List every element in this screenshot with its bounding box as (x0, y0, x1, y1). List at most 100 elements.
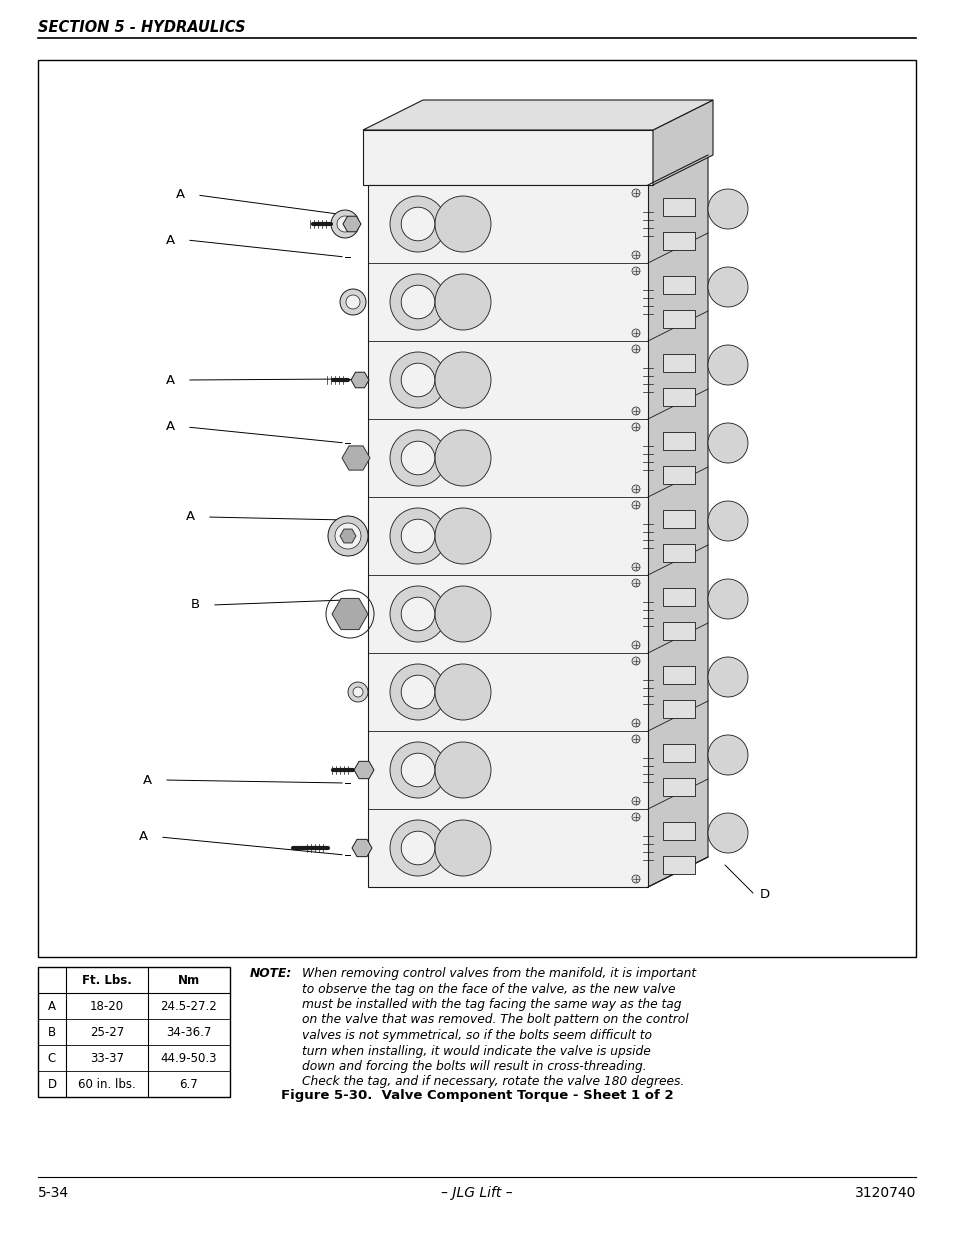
Bar (662, 743, 695, 762)
Text: A: A (139, 830, 148, 844)
Text: 33-37: 33-37 (90, 1051, 124, 1065)
Text: B: B (191, 599, 200, 611)
Bar (662, 666, 695, 684)
Circle shape (631, 641, 639, 650)
Text: 18-20: 18-20 (90, 999, 124, 1013)
Circle shape (335, 522, 360, 550)
Bar (662, 588, 695, 606)
Circle shape (707, 267, 747, 308)
Bar (662, 354, 695, 372)
Circle shape (390, 742, 446, 798)
Circle shape (401, 285, 435, 319)
Text: Figure 5-30.  Valve Component Torque - Sheet 1 of 2: Figure 5-30. Valve Component Torque - Sh… (280, 1088, 673, 1102)
Circle shape (390, 820, 446, 876)
Circle shape (631, 579, 639, 587)
Circle shape (401, 598, 435, 631)
Text: on the valve that was removed. The bolt pattern on the control: on the valve that was removed. The bolt … (302, 1014, 688, 1026)
Circle shape (631, 267, 639, 275)
Text: 44.9-50.3: 44.9-50.3 (161, 1051, 217, 1065)
Circle shape (631, 189, 639, 198)
Bar (662, 856, 695, 874)
Text: C: C (48, 1051, 56, 1065)
Circle shape (631, 735, 639, 743)
Circle shape (435, 508, 491, 564)
Bar (662, 778, 695, 797)
Polygon shape (363, 100, 712, 130)
Circle shape (707, 657, 747, 697)
Text: Check the tag, and if necessary, rotate the valve 180 degrees.: Check the tag, and if necessary, rotate … (302, 1076, 683, 1088)
Circle shape (631, 345, 639, 353)
Circle shape (631, 657, 639, 664)
Text: A: A (166, 373, 174, 387)
Circle shape (707, 345, 747, 385)
Circle shape (336, 216, 353, 232)
Polygon shape (368, 156, 707, 185)
Circle shape (631, 813, 639, 821)
Text: B: B (48, 1025, 56, 1039)
Bar (38, 967, 230, 1097)
Circle shape (390, 585, 446, 642)
Circle shape (346, 295, 359, 309)
Bar (662, 232, 695, 249)
Circle shape (401, 207, 435, 241)
Circle shape (390, 508, 446, 564)
Text: down and forcing the bolts will result in cross-threading.: down and forcing the bolts will result i… (302, 1060, 646, 1073)
Bar (363, 130, 652, 185)
Circle shape (390, 274, 446, 330)
Text: must be installed with the tag facing the same way as the tag: must be installed with the tag facing th… (302, 998, 680, 1011)
Circle shape (435, 742, 491, 798)
Text: 25-27: 25-27 (90, 1025, 124, 1039)
Circle shape (631, 797, 639, 805)
Text: A: A (143, 773, 152, 787)
Bar (662, 466, 695, 484)
Text: 24.5-27.2: 24.5-27.2 (160, 999, 217, 1013)
Circle shape (435, 352, 491, 408)
Circle shape (401, 519, 435, 553)
Text: to observe the tag on the face of the valve, as the new valve: to observe the tag on the face of the va… (302, 983, 675, 995)
Circle shape (435, 274, 491, 330)
Text: D: D (48, 1077, 56, 1091)
Bar (662, 432, 695, 450)
Circle shape (631, 719, 639, 727)
Bar (38, 61, 915, 957)
Text: Nm: Nm (178, 973, 200, 987)
Circle shape (435, 664, 491, 720)
Polygon shape (652, 100, 712, 185)
Circle shape (390, 352, 446, 408)
Circle shape (631, 329, 639, 337)
Circle shape (707, 501, 747, 541)
Circle shape (401, 441, 435, 474)
Circle shape (353, 687, 363, 697)
Circle shape (631, 485, 639, 493)
Circle shape (707, 735, 747, 776)
Circle shape (435, 820, 491, 876)
Circle shape (631, 424, 639, 431)
Circle shape (401, 363, 435, 396)
Polygon shape (647, 156, 707, 887)
Circle shape (390, 664, 446, 720)
Circle shape (435, 196, 491, 252)
Text: A: A (186, 510, 194, 524)
Text: 3120740: 3120740 (854, 1186, 915, 1200)
Bar (662, 543, 695, 562)
Text: 5-34: 5-34 (38, 1186, 69, 1200)
Text: NOTE:: NOTE: (250, 967, 292, 981)
Bar (662, 510, 695, 529)
Circle shape (328, 516, 368, 556)
Circle shape (401, 753, 435, 787)
Bar (662, 388, 695, 406)
Text: SECTION 5 - HYDRAULICS: SECTION 5 - HYDRAULICS (38, 20, 245, 35)
Bar (662, 622, 695, 640)
Text: D: D (760, 888, 769, 902)
Circle shape (401, 831, 435, 864)
Text: A: A (175, 189, 185, 201)
Text: Ft. Lbs.: Ft. Lbs. (82, 973, 132, 987)
Text: A: A (48, 999, 56, 1013)
Bar (662, 823, 695, 840)
Text: turn when installing, it would indicate the valve is upside: turn when installing, it would indicate … (302, 1045, 650, 1057)
Circle shape (707, 189, 747, 228)
Circle shape (707, 579, 747, 619)
Circle shape (435, 430, 491, 487)
Circle shape (631, 408, 639, 415)
Circle shape (707, 424, 747, 463)
